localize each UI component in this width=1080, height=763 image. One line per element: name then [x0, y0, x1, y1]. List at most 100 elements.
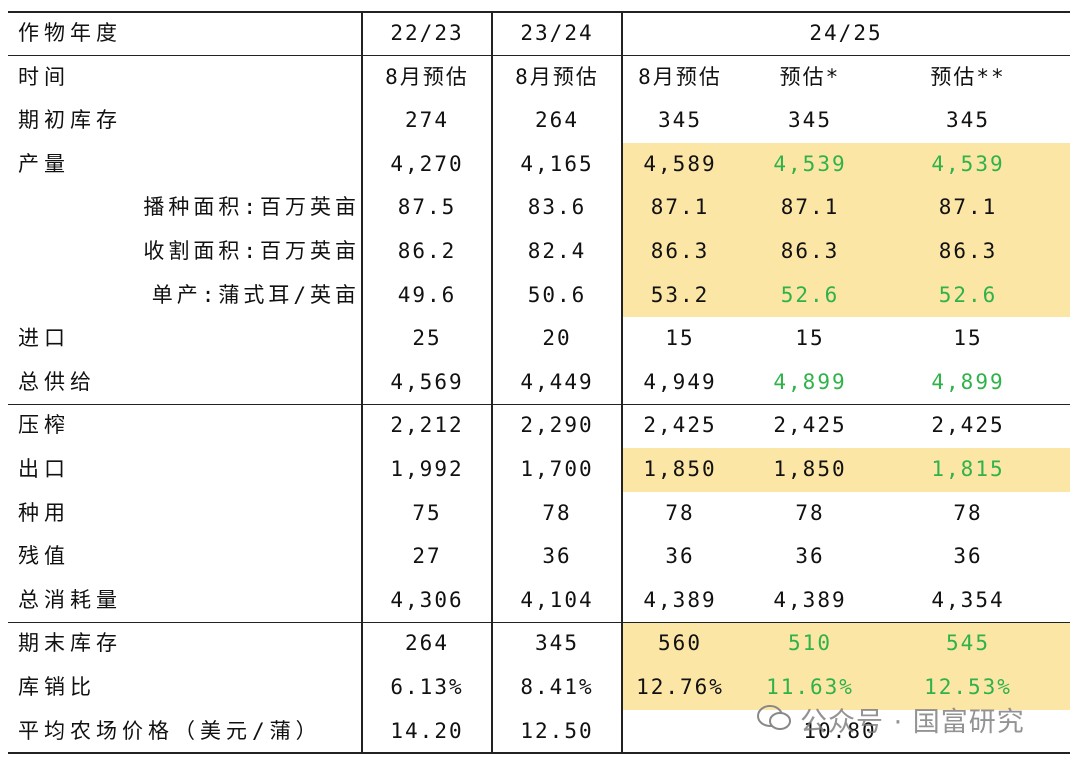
cell: 1,850	[773, 457, 847, 481]
cell: 510	[788, 631, 832, 656]
cell: 78	[795, 500, 825, 525]
cell: 75	[412, 500, 442, 525]
cell: 2,212	[390, 413, 464, 438]
cell: 8.41%	[520, 675, 594, 699]
cell: 52.6	[938, 282, 998, 307]
row-label: 残值	[18, 544, 70, 569]
cell: 86.2	[397, 239, 457, 263]
cell: 560	[658, 631, 702, 656]
cell: 4,104	[520, 587, 594, 612]
cell: 86.3	[780, 239, 840, 263]
cell: 2,425	[931, 413, 1005, 438]
row-label: 进口	[18, 326, 70, 351]
row-label: 总消耗量	[18, 587, 122, 612]
rule	[8, 752, 1070, 754]
header-cell: 23/24	[520, 21, 594, 45]
cell: 87.1	[938, 195, 998, 220]
cell: 264	[405, 631, 449, 656]
cell: 15	[953, 326, 983, 351]
cell: 4,165	[520, 151, 594, 176]
cell: 1,815	[931, 457, 1005, 481]
cell: 345	[946, 108, 990, 133]
cell: 10.80	[803, 718, 877, 743]
cell: 4,449	[520, 369, 594, 394]
cell: 78	[665, 500, 695, 525]
header-cell: 22/23	[390, 21, 464, 45]
cell: 27	[412, 544, 442, 569]
cell: 87.5	[397, 195, 457, 220]
row-label: 时间	[18, 64, 70, 89]
row-label: 平均农场价格（美元/蒲）	[18, 718, 322, 743]
cell: 12.50	[520, 718, 594, 743]
row-label: 期末库存	[18, 631, 122, 656]
row-label: 出口	[18, 457, 70, 481]
column-rule	[491, 12, 493, 753]
column-rule	[361, 12, 363, 753]
cell: 345	[535, 631, 579, 656]
cell: 36	[665, 544, 695, 569]
highlight	[622, 142, 1070, 318]
cell: 87.1	[780, 195, 840, 220]
cell: 6.13%	[390, 675, 464, 699]
cell: 4,389	[643, 587, 717, 612]
cell: 52.6	[780, 282, 840, 307]
cell: 8月预估	[515, 64, 599, 89]
cell: 12.53%	[924, 675, 1012, 699]
cell: 4,949	[643, 369, 717, 394]
cell: 86.3	[650, 239, 710, 263]
row-label: 收割面积:百万英亩	[143, 239, 360, 263]
cell: 274	[405, 108, 449, 133]
cell: 15	[795, 326, 825, 351]
cell: 1,992	[390, 457, 464, 481]
cell: 87.1	[650, 195, 710, 220]
cell: 20	[542, 326, 572, 351]
watermark: 公众号 · 国富研究	[800, 707, 1025, 738]
cell: 12.76%	[636, 675, 724, 699]
row-label: 期初库存	[18, 108, 122, 133]
cell: 8月预估	[638, 64, 722, 89]
cell: 36	[953, 544, 983, 569]
cell: 4,389	[773, 587, 847, 612]
cell: 1,700	[520, 457, 594, 481]
highlight	[622, 448, 1070, 492]
cell: 78	[953, 500, 983, 525]
cell: 15	[665, 326, 695, 351]
cell: 4,354	[931, 587, 1005, 612]
cell: 345	[658, 108, 702, 133]
header-label: 作物年度	[18, 21, 122, 45]
cell: 4,569	[390, 369, 464, 394]
row-label: 库销比	[18, 675, 96, 699]
row-label: 产量	[18, 151, 70, 176]
cell: 25	[412, 326, 442, 351]
cell: 4,899	[773, 369, 847, 394]
cell: 545	[946, 631, 990, 656]
row-label: 单产:蒲式耳/英亩	[151, 282, 360, 307]
cell: 8月预估	[385, 64, 469, 89]
column-rule	[621, 12, 623, 753]
cell: 4,589	[643, 151, 717, 176]
row-label: 播种面积:百万英亩	[143, 195, 360, 220]
row-label: 总供给	[18, 369, 96, 394]
cell: 11.63%	[766, 675, 854, 699]
cell: 49.6	[397, 282, 457, 307]
rule	[8, 403, 1070, 406]
header-cell: 24/25	[809, 21, 883, 45]
rule	[8, 54, 1070, 57]
cell: 264	[535, 108, 579, 133]
cell: 14.20	[390, 718, 464, 743]
cell: 2,425	[773, 413, 847, 438]
cell: 83.6	[527, 195, 587, 220]
cell: 86.3	[938, 239, 998, 263]
cell: 4,270	[390, 151, 464, 176]
cell: 36	[542, 544, 572, 569]
row-label: 种用	[18, 500, 70, 525]
cell: 1,850	[643, 457, 717, 481]
cell: 预估**	[930, 64, 1006, 89]
cell: 78	[542, 500, 572, 525]
highlight	[622, 622, 1070, 710]
rule	[8, 621, 1070, 624]
cell: 345	[788, 108, 832, 133]
cell: 36	[795, 544, 825, 569]
cell: 53.2	[650, 282, 710, 307]
